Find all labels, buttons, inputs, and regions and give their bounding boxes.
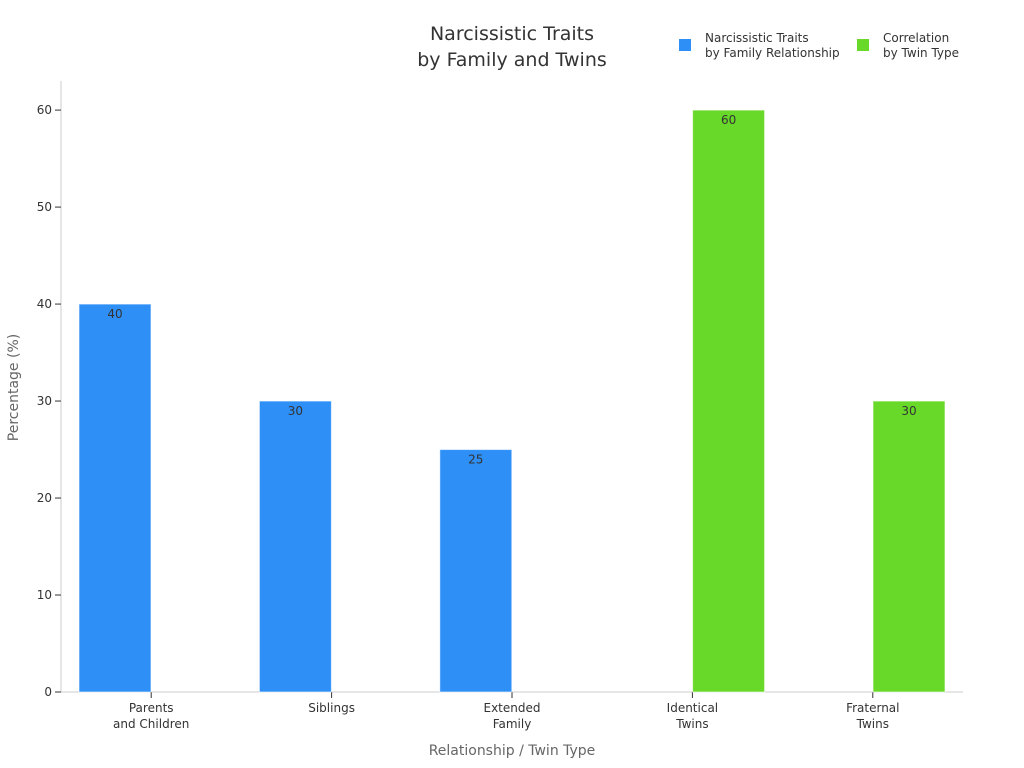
x-tick-label: Identical [667, 701, 718, 715]
legend-label: Correlation [883, 31, 949, 45]
bar-value-label: 60 [721, 113, 736, 127]
bar-value-label: 40 [107, 307, 122, 321]
x-tick-label: Twins [675, 717, 708, 731]
bar-value-label: 25 [468, 453, 483, 467]
x-axis-label: Relationship / Twin Type [429, 743, 596, 759]
x-tick-label: Family [493, 717, 532, 731]
bar [872, 400, 946, 693]
x-tick-label: Parents [129, 701, 174, 715]
legend-label: by Family Relationship [705, 46, 840, 60]
data-labels: 40 30 25 60 30 [107, 113, 916, 466]
bar [439, 449, 513, 693]
bars [78, 109, 946, 693]
y-tick-label: 20 [37, 491, 52, 505]
x-tick-label: Twins [856, 717, 889, 731]
bar [692, 109, 766, 693]
y-tick-label: 0 [44, 685, 52, 699]
x-tick-label: and Children [113, 717, 189, 731]
y-axis-label: Percentage (%) [6, 334, 22, 441]
x-tick-label: Siblings [308, 701, 355, 715]
legend-swatch [857, 39, 869, 51]
legend-label: Narcissistic Traits [705, 31, 809, 45]
legend-swatch [679, 39, 691, 51]
x-tick-label: Fraternal [846, 701, 899, 715]
chart-title-line: by Family and Twins [417, 49, 607, 71]
axes: 0 10 20 30 40 50 60 Parents and Children Siblings… [6, 81, 963, 759]
y-tick-label: 60 [37, 103, 52, 117]
legend-label: by Twin Type [883, 46, 959, 60]
y-tick-label: 30 [37, 394, 52, 408]
bar [258, 400, 332, 693]
y-tick-label: 40 [37, 297, 52, 311]
bar [78, 303, 152, 693]
bar-value-label: 30 [288, 404, 303, 418]
y-tick-label: 50 [37, 200, 52, 214]
x-tick-label: Extended [484, 701, 541, 715]
y-tick-label: 10 [37, 588, 52, 602]
chart-title: Narcissistic Traits by Family and Twins [417, 23, 607, 71]
chart-title-line: Narcissistic Traits [430, 23, 594, 45]
bar-value-label: 30 [901, 404, 916, 418]
